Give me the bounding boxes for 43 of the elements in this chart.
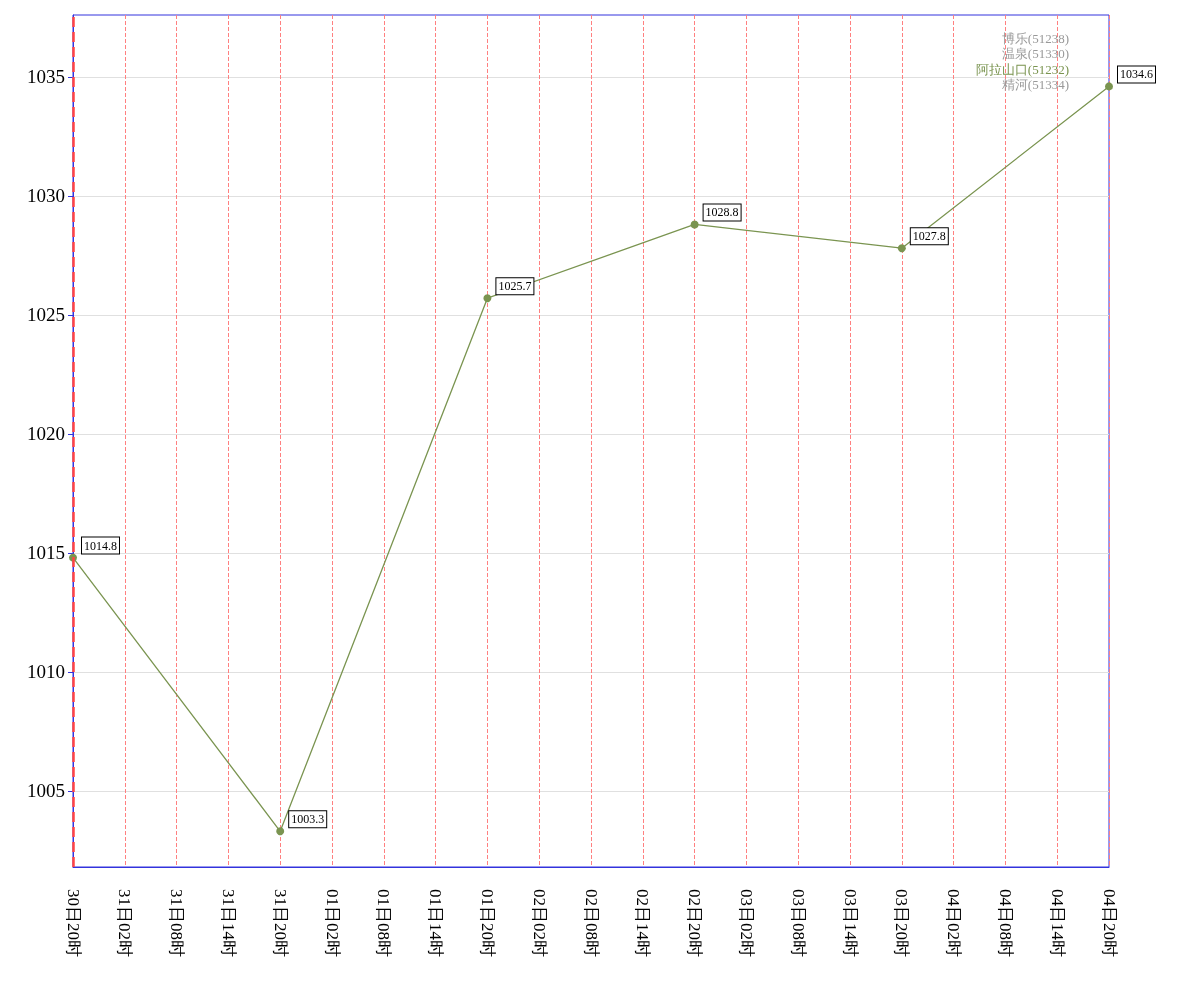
y-tick-label: 1015	[27, 542, 65, 564]
x-tick-label: 30日20时	[63, 889, 83, 957]
y-tick-label: 1030	[27, 185, 65, 207]
point	[483, 294, 492, 303]
x-tick-label: 01日08时	[374, 889, 394, 957]
x-tick-label: 04日08时	[995, 889, 1015, 957]
x-tick-label: 04日20时	[1099, 889, 1119, 957]
x-tick-label: 31日02时	[115, 889, 135, 957]
y-tick-label: 1035	[27, 66, 65, 88]
x-tick-label: 01日02时	[322, 889, 342, 957]
x-tick-label: 02日14时	[633, 889, 653, 957]
x-tick-label: 02日02时	[529, 889, 549, 957]
data-label: 1034.6	[1120, 67, 1153, 82]
data-label: 1027.8	[912, 229, 946, 244]
point	[276, 827, 285, 836]
y-tick-label: 1005	[27, 780, 65, 802]
y-tick-label: 1020	[27, 423, 65, 445]
point	[897, 244, 906, 253]
x-tick-label: 04日14时	[1047, 889, 1067, 957]
x-tick-label: 03日08时	[788, 889, 808, 957]
x-tick-label: 31日08时	[167, 889, 187, 957]
data-label: 1014.8	[84, 538, 117, 553]
x-tick-label: 02日08时	[581, 889, 601, 957]
x-tick-label: 01日20时	[477, 889, 497, 957]
data-label: 1028.8	[705, 205, 739, 220]
legend-label: 博乐(51238)	[1001, 30, 1069, 46]
x-tick-label: 02日20时	[685, 889, 705, 957]
x-tick-label: 03日14时	[840, 889, 860, 957]
x-tick-label: 03日20时	[892, 889, 912, 957]
point	[1105, 82, 1113, 91]
x-tick-label: 31日14时	[218, 889, 238, 957]
text: 阿拉山口(51232)	[975, 61, 1069, 77]
x-tick-label: 04日02时	[944, 889, 964, 957]
point	[690, 220, 699, 229]
y-tick-label: 1025	[27, 304, 65, 326]
data-label: 1025.7	[498, 279, 532, 294]
x-tick-label: 03日02时	[736, 889, 756, 957]
y-tick-label: 1010	[27, 661, 65, 683]
legend-label: 精河(51334)	[1001, 77, 1069, 92]
legend-label: 温泉(51330)	[1001, 46, 1069, 61]
x-tick-label: 01日14时	[426, 889, 446, 957]
x-tick-label: 31日20时	[270, 889, 290, 957]
data-label: 1003.3	[291, 812, 325, 827]
